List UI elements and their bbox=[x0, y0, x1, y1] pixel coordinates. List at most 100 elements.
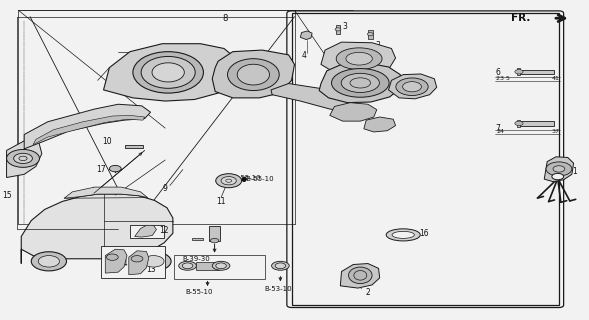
Polygon shape bbox=[212, 50, 294, 98]
Ellipse shape bbox=[133, 52, 203, 93]
Polygon shape bbox=[321, 42, 396, 75]
Text: 13: 13 bbox=[147, 265, 156, 275]
Circle shape bbox=[131, 256, 143, 262]
Circle shape bbox=[143, 256, 164, 267]
Text: ●B-55-10: ●B-55-10 bbox=[240, 176, 274, 182]
Bar bbox=[519, 121, 554, 125]
Circle shape bbox=[38, 256, 59, 267]
Text: 3: 3 bbox=[343, 22, 348, 31]
Ellipse shape bbox=[272, 261, 289, 270]
Ellipse shape bbox=[403, 82, 421, 92]
Text: B-39-30: B-39-30 bbox=[183, 256, 211, 262]
Circle shape bbox=[546, 162, 572, 176]
Text: 9: 9 bbox=[163, 184, 167, 193]
Text: 41: 41 bbox=[552, 76, 560, 81]
Polygon shape bbox=[319, 63, 401, 103]
Polygon shape bbox=[300, 31, 312, 40]
Text: 10: 10 bbox=[102, 137, 112, 146]
Polygon shape bbox=[129, 251, 149, 275]
Text: 16: 16 bbox=[419, 229, 429, 238]
Polygon shape bbox=[389, 74, 436, 99]
Bar bbox=[517, 120, 520, 127]
Text: 7: 7 bbox=[495, 124, 500, 132]
Polygon shape bbox=[340, 264, 380, 288]
Circle shape bbox=[107, 254, 118, 260]
Circle shape bbox=[6, 149, 39, 167]
Ellipse shape bbox=[212, 261, 230, 270]
Circle shape bbox=[552, 173, 564, 180]
Bar bbox=[368, 30, 373, 39]
Text: 8: 8 bbox=[223, 14, 228, 23]
Text: 2: 2 bbox=[365, 288, 370, 297]
Ellipse shape bbox=[237, 64, 270, 85]
Text: 17: 17 bbox=[97, 165, 106, 174]
Circle shape bbox=[221, 177, 236, 185]
Ellipse shape bbox=[178, 261, 196, 270]
Polygon shape bbox=[105, 249, 127, 273]
Circle shape bbox=[136, 252, 171, 271]
Circle shape bbox=[216, 174, 241, 188]
Circle shape bbox=[31, 252, 67, 271]
Ellipse shape bbox=[386, 229, 420, 241]
Text: 11: 11 bbox=[216, 197, 225, 206]
Ellipse shape bbox=[141, 56, 195, 88]
Text: B-53-10: B-53-10 bbox=[264, 286, 292, 292]
Bar bbox=[191, 238, 203, 240]
Polygon shape bbox=[64, 187, 148, 198]
Text: 15: 15 bbox=[2, 190, 12, 200]
Ellipse shape bbox=[152, 63, 184, 82]
Text: 5: 5 bbox=[401, 83, 405, 92]
Ellipse shape bbox=[336, 48, 382, 69]
Polygon shape bbox=[6, 141, 42, 178]
Ellipse shape bbox=[227, 59, 279, 91]
Text: 3: 3 bbox=[375, 41, 380, 51]
Bar bbox=[174, 255, 265, 278]
Ellipse shape bbox=[392, 231, 415, 238]
Polygon shape bbox=[24, 104, 151, 149]
Circle shape bbox=[553, 166, 565, 172]
Polygon shape bbox=[364, 117, 396, 132]
Text: 24: 24 bbox=[496, 130, 504, 134]
Polygon shape bbox=[135, 225, 157, 237]
Circle shape bbox=[14, 153, 32, 164]
Text: B-55-10: B-55-10 bbox=[186, 289, 213, 295]
Circle shape bbox=[335, 28, 341, 31]
Ellipse shape bbox=[341, 73, 379, 92]
Circle shape bbox=[515, 121, 523, 125]
Text: 4: 4 bbox=[302, 51, 306, 60]
Ellipse shape bbox=[349, 267, 372, 284]
Text: 37: 37 bbox=[552, 130, 560, 134]
Circle shape bbox=[515, 69, 523, 74]
Polygon shape bbox=[33, 116, 145, 145]
Circle shape bbox=[368, 33, 373, 36]
Polygon shape bbox=[104, 44, 236, 101]
Text: 23 5: 23 5 bbox=[496, 76, 510, 81]
Ellipse shape bbox=[346, 52, 372, 65]
Bar bbox=[519, 69, 554, 74]
Ellipse shape bbox=[275, 263, 286, 269]
Polygon shape bbox=[271, 84, 359, 112]
Bar bbox=[336, 25, 340, 34]
Text: ●B-55-10: ●B-55-10 bbox=[227, 175, 261, 181]
Bar bbox=[101, 246, 166, 278]
Bar bbox=[125, 145, 143, 148]
Text: 12: 12 bbox=[160, 226, 169, 235]
Circle shape bbox=[110, 165, 121, 172]
Polygon shape bbox=[544, 157, 574, 182]
Bar bbox=[209, 226, 220, 241]
Ellipse shape bbox=[332, 68, 389, 97]
Text: 6: 6 bbox=[495, 68, 500, 77]
Bar bbox=[292, 13, 559, 305]
Polygon shape bbox=[21, 194, 173, 264]
Text: FR.: FR. bbox=[511, 13, 530, 23]
Text: 14: 14 bbox=[118, 259, 128, 268]
Ellipse shape bbox=[182, 263, 193, 269]
Circle shape bbox=[210, 238, 219, 243]
Bar bbox=[196, 262, 219, 270]
Ellipse shape bbox=[396, 78, 428, 95]
Bar bbox=[517, 68, 520, 75]
Bar bbox=[130, 225, 164, 238]
Ellipse shape bbox=[216, 263, 226, 269]
Polygon shape bbox=[330, 103, 377, 121]
Text: 1: 1 bbox=[572, 167, 577, 176]
